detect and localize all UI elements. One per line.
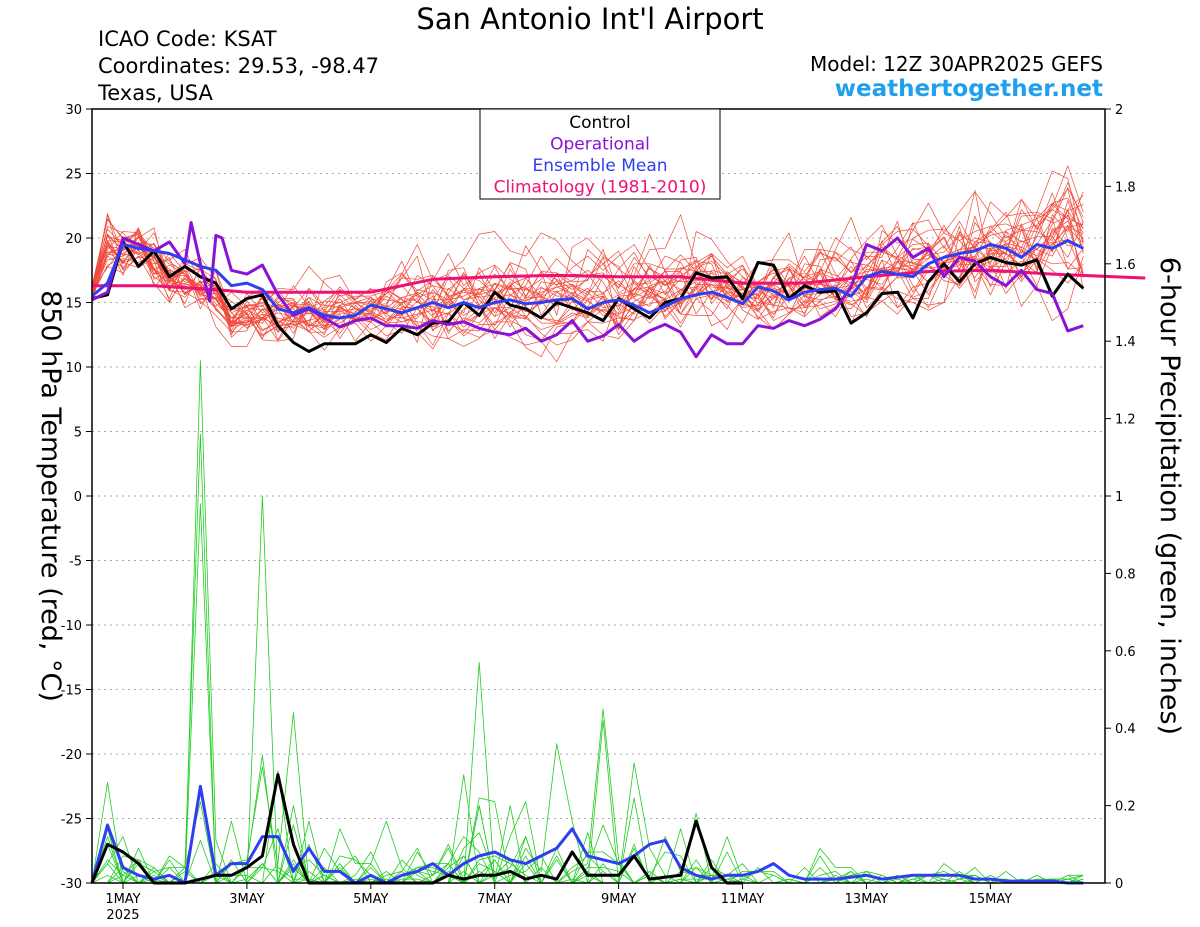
x-year-label: 2025 [106, 908, 139, 923]
legend-box [479, 108, 721, 200]
y-tick-label: -30 [61, 877, 82, 892]
legend-entry: Ensemble Mean [532, 156, 667, 176]
y2-tick-label: 0.4 [1115, 722, 1136, 737]
chart-title: San Antonio Int'l Airport [416, 2, 764, 36]
x-tick-label: 11MAY [721, 892, 765, 907]
temp-member-line [91, 219, 1084, 341]
y-tick-label: 25 [65, 168, 82, 183]
y-tick-label: -25 [61, 813, 82, 828]
y2-tick-label: 2 [1115, 103, 1123, 118]
precip-member-line [92, 495, 1084, 884]
temp-member-line [91, 233, 1084, 339]
y-tick-label: 5 [74, 426, 82, 441]
icao-code: ICAO Code: KSAT [98, 27, 277, 51]
temp-member-line [91, 224, 1084, 324]
temp-member-line [91, 226, 1084, 339]
control-temp-line [91, 240, 1085, 353]
y2-axis-title: 6-hour Precipitation (green, inches) [1154, 257, 1185, 735]
operational-temp-line [91, 221, 1084, 359]
legend-entry: Control [569, 113, 630, 133]
legend-entry: Operational [550, 135, 650, 155]
temp-member-line [91, 202, 1084, 332]
ensemble-mean-precip-line [90, 784, 1084, 885]
precip-member-line [92, 770, 1084, 884]
y2-tick-label: 0.2 [1115, 800, 1136, 815]
y-tick-label: -15 [61, 684, 82, 699]
x-tick-label: 5MAY [353, 892, 388, 907]
region-label: Texas, USA [98, 81, 213, 105]
x-tick-label: 7MAY [477, 892, 512, 907]
y-tick-label: 20 [65, 232, 82, 247]
precip-member-line [92, 662, 1084, 884]
legend-entry: Climatology (1981-2010) [494, 178, 707, 198]
y2-tick-label: 0 [1115, 877, 1123, 892]
temp-member-line [91, 210, 1084, 332]
y-axis-title: 850 hPa Temperature (red, °C) [35, 290, 66, 702]
site-watermark[interactable]: weathertogether.net [834, 76, 1103, 102]
x-tick-label: 1MAY [105, 892, 140, 907]
temp-member-line [91, 188, 1084, 358]
y-tick-label: 15 [65, 297, 82, 312]
y-tick-label: 0 [74, 490, 82, 505]
coordinates: Coordinates: 29.53, -98.47 [98, 54, 379, 78]
y-tick-label: -10 [61, 619, 82, 634]
temp-member-line [91, 195, 1084, 342]
ensemble-mean-temp-line [91, 239, 1084, 320]
y-tick-label: 30 [65, 103, 82, 118]
y-tick-label: 10 [65, 361, 82, 376]
y-tick-label: -5 [69, 555, 82, 570]
model-run-label: Model: 12Z 30APR2025 GEFS [810, 52, 1103, 76]
x-tick-label: 3MAY [229, 892, 264, 907]
y-tick-label: -20 [61, 748, 82, 763]
temp-member-line [91, 197, 1084, 363]
y2-tick-label: 1 [1115, 490, 1123, 505]
y2-tick-label: 1.8 [1115, 180, 1136, 195]
control-precip-line [90, 773, 743, 885]
temp-member-line [91, 191, 1084, 337]
y2-tick-label: 1.2 [1115, 413, 1136, 428]
x-tick-label: 15MAY [969, 892, 1013, 907]
y2-tick-label: 0.6 [1115, 645, 1136, 660]
precip-member-line [91, 360, 1084, 884]
precip-member-line [91, 503, 1084, 884]
y2-tick-label: 1.4 [1115, 335, 1136, 350]
temp-member-line [91, 238, 1084, 343]
precip-member-line [92, 433, 1084, 884]
y2-tick-label: 1.6 [1115, 258, 1136, 273]
x-tick-label: 9MAY [601, 892, 636, 907]
x-tick-label: 13MAY [845, 892, 889, 907]
precip-member-line [91, 708, 1084, 884]
y2-tick-label: 0.8 [1115, 567, 1136, 582]
climatology-1981-2010-temp-line [92, 268, 1146, 294]
